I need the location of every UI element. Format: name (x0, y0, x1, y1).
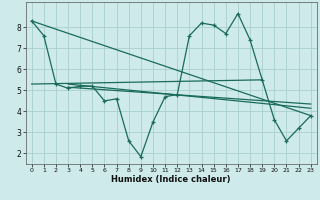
X-axis label: Humidex (Indice chaleur): Humidex (Indice chaleur) (111, 175, 231, 184)
